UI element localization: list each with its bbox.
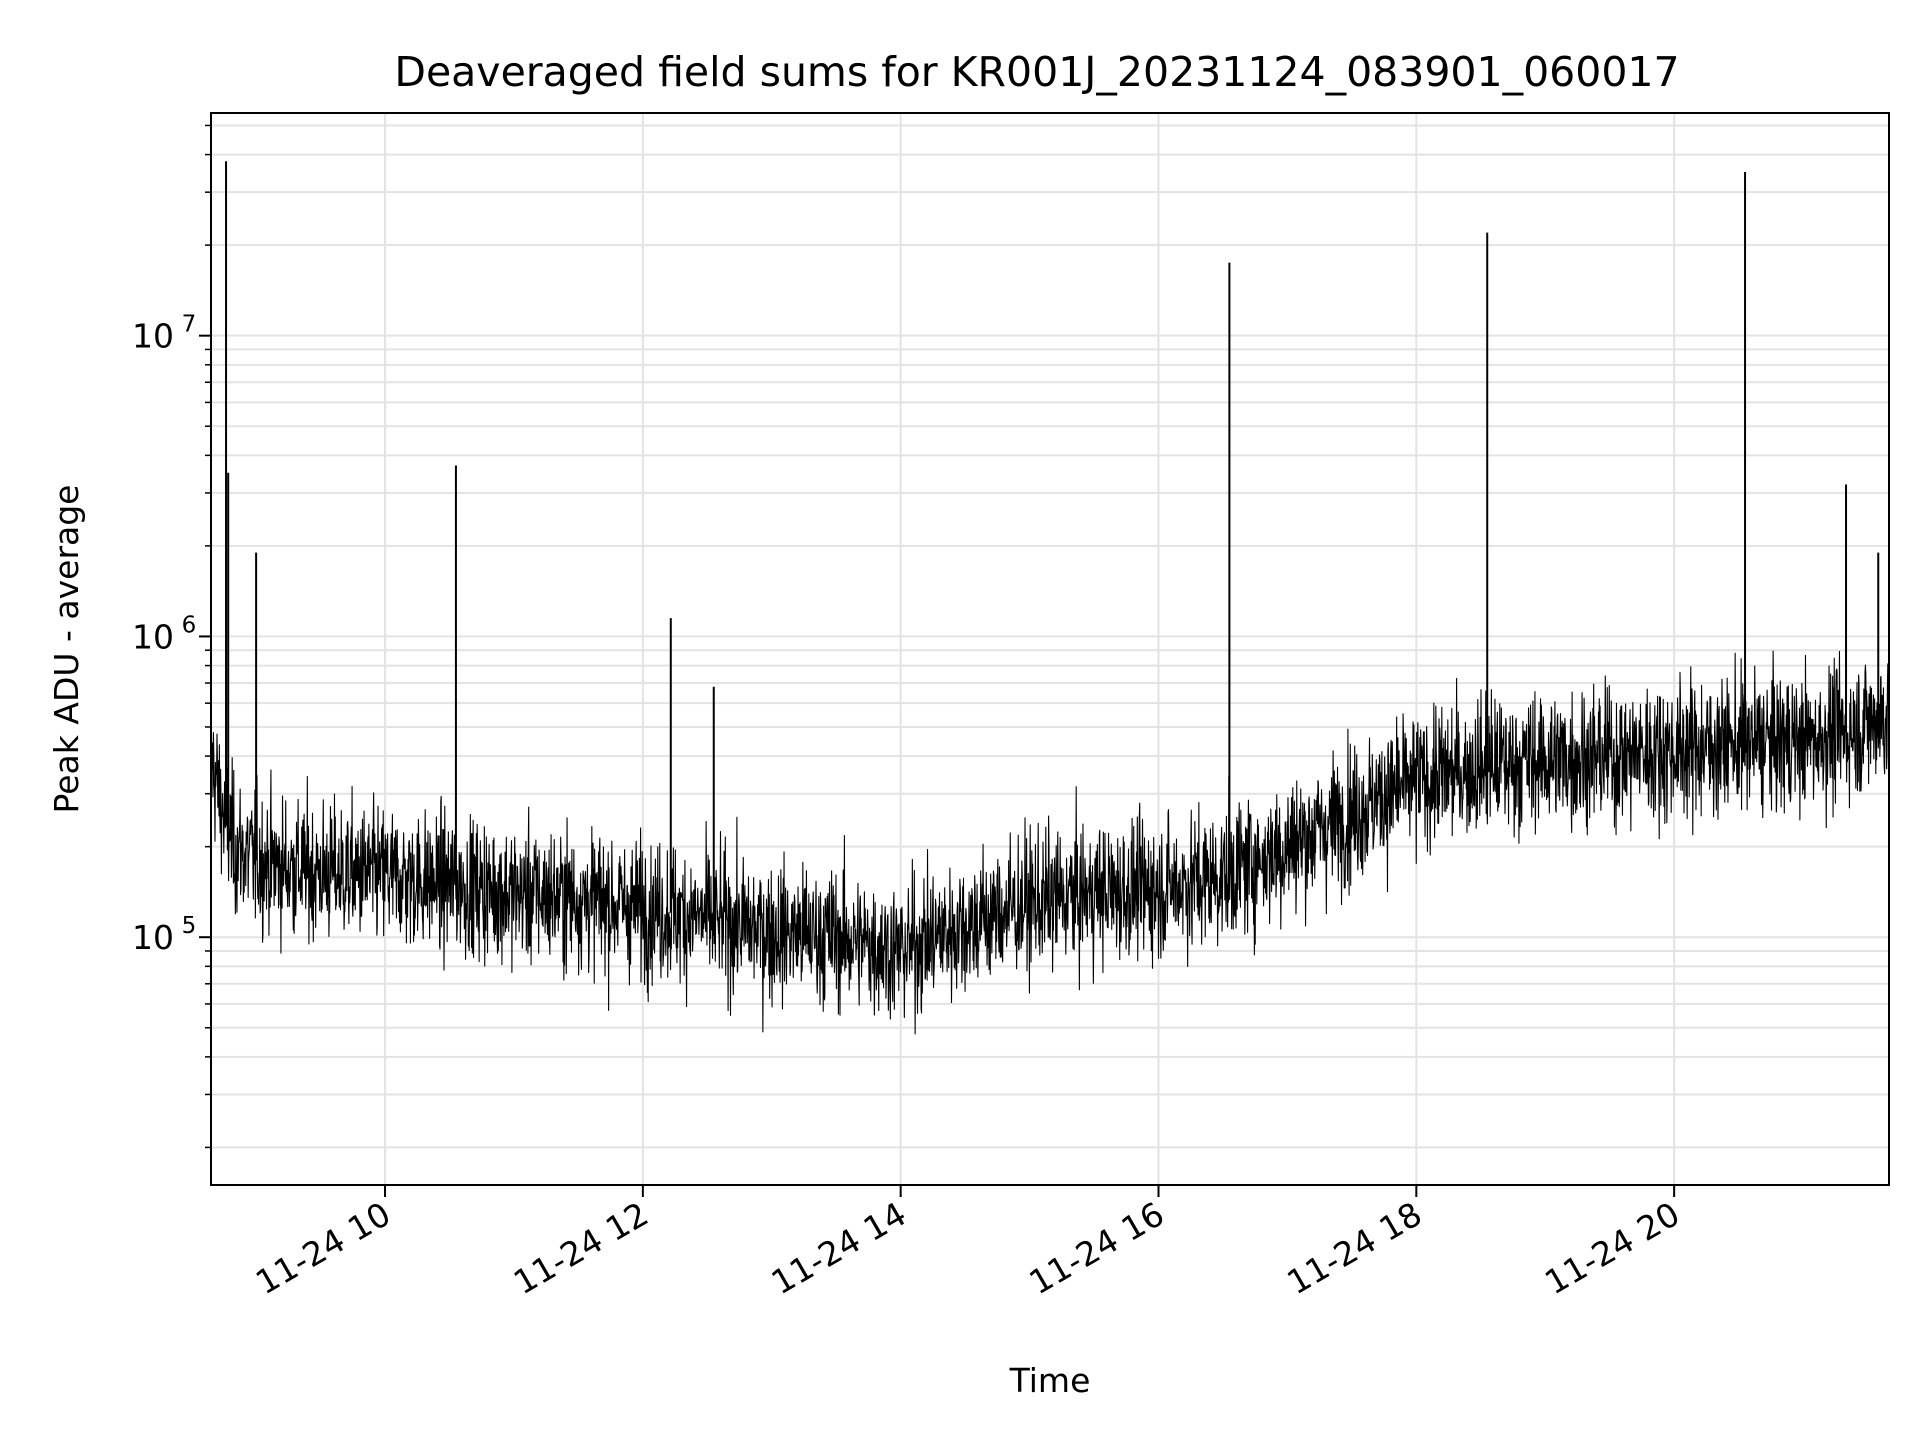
- x-axis-label: Time: [1009, 1361, 1091, 1400]
- y-tick-exponent: 5: [182, 913, 197, 939]
- spike-lines: [225, 161, 1880, 921]
- y-tick-label: 10: [132, 617, 174, 656]
- series-line: [210, 650, 1890, 1035]
- plot-frame: [210, 112, 1890, 1186]
- y-tick-exponent: 6: [182, 612, 197, 638]
- y-tick-label: 10: [132, 918, 174, 957]
- y-axis-label: Peak ADU - average: [47, 485, 86, 814]
- y-tick-exponent: 7: [182, 312, 197, 338]
- y-axis-ticks: 10 5 10 6 10 7: [132, 312, 211, 957]
- y-tick-label: 10: [132, 317, 174, 356]
- chart-title: Deaveraged field sums for KR001J_2023112…: [394, 48, 1679, 96]
- series-path: [210, 650, 1890, 1035]
- grid-lines: [205, 113, 1889, 1185]
